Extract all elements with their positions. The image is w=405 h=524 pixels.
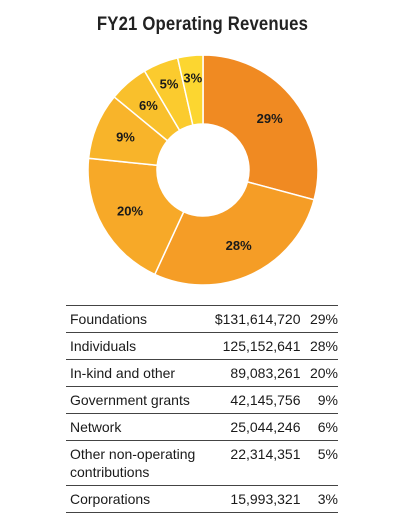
amount-value: $131,614,720 <box>197 305 301 333</box>
percent-value: 5% <box>300 440 338 486</box>
percent-value: 6% <box>300 413 338 441</box>
slice-corporations <box>176 54 204 127</box>
slice-label: 28% <box>226 238 252 253</box>
slice-label: 9% <box>116 130 135 145</box>
category-name: Network <box>66 413 198 441</box>
slice-label: 20% <box>117 204 143 219</box>
donut-chart: 29% 28% 20% 9% 6%5% 3% <box>87 54 319 286</box>
table-row: Network 25,044,246 6% <box>66 413 338 441</box>
category-name: Foundations <box>66 305 198 333</box>
amount-value: 125,152,641 <box>197 332 301 360</box>
slice-label: 6% <box>139 98 158 113</box>
category-name: Government grants <box>66 386 198 414</box>
table-row: Corporations 15,993,321 3% <box>66 485 338 513</box>
table-row: Foundations $131,614,720 29% <box>66 305 338 333</box>
percent-value: 29% <box>300 305 338 333</box>
category-name: Other non-operating contributions <box>66 440 198 486</box>
category-name: In-kind and other <box>66 359 198 387</box>
percent-value: 20% <box>300 359 338 387</box>
amount-value: 15,993,321 <box>197 485 301 513</box>
slice-foundations <box>202 54 319 201</box>
percent-value: 28% <box>300 332 338 360</box>
table-row: Other non-operating contributions 22,314,… <box>66 440 338 486</box>
revenue-table: Foundations $131,614,720 29% Individuals 125… <box>66 305 338 513</box>
slice-label: 29% <box>257 111 283 126</box>
category-name: Individuals <box>66 332 198 360</box>
amount-value: 89,083,261 <box>197 359 301 387</box>
category-name: Corporations <box>66 485 198 513</box>
amount-value: 22,314,351 <box>197 440 301 486</box>
chart-title: FY21 Operating Revenues <box>96 14 309 35</box>
slice-label: 5% <box>160 76 179 91</box>
slice-label: 3% <box>183 71 202 86</box>
slice-individuals <box>153 180 316 286</box>
table-row: Government grants 42,145,756 9% <box>66 386 338 414</box>
amount-value: 25,044,246 <box>197 413 301 441</box>
amount-value: 42,145,756 <box>197 386 301 414</box>
slice-in-kind-and-other <box>87 157 185 276</box>
percent-value: 9% <box>300 386 338 414</box>
table-row: Individuals 125,152,641 28% <box>66 332 338 360</box>
table-row: In-kind and other 89,083,261 20% <box>66 359 338 387</box>
percent-value: 3% <box>300 485 338 513</box>
